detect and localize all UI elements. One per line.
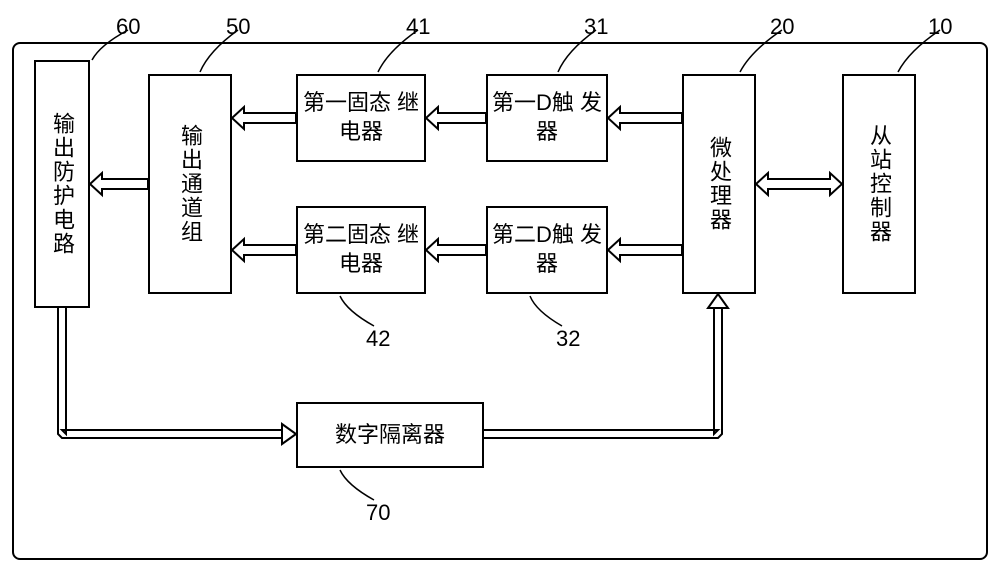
ref-60: 60 bbox=[116, 14, 140, 40]
block-slave-controller: 从站控制器 bbox=[842, 74, 916, 294]
ref-41: 41 bbox=[406, 14, 430, 40]
block-label: 数字隔离器 bbox=[335, 421, 445, 450]
block-digital-isolator: 数字隔离器 bbox=[296, 402, 484, 468]
block-dff-1: 第一D触 发器 bbox=[486, 74, 608, 162]
block-ssr-1: 第一固态 继电器 bbox=[296, 74, 426, 162]
block-output-channel-group: 输出通道组 bbox=[148, 74, 232, 294]
block-mcu: 微处理器 bbox=[682, 74, 756, 294]
block-label: 第二固态 继电器 bbox=[298, 221, 424, 278]
ref-42: 42 bbox=[366, 326, 390, 352]
ref-32: 32 bbox=[556, 326, 580, 352]
block-label: 从站控制器 bbox=[863, 124, 895, 244]
block-label: 输出通道组 bbox=[174, 124, 206, 244]
ref-10: 10 bbox=[928, 14, 952, 40]
block-label: 第二D触 发器 bbox=[488, 221, 606, 278]
block-label: 第一D触 发器 bbox=[488, 89, 606, 146]
ref-50: 50 bbox=[226, 14, 250, 40]
block-label: 第一固态 继电器 bbox=[298, 89, 424, 146]
ref-70: 70 bbox=[366, 500, 390, 526]
block-label: 输出防护电路 bbox=[46, 112, 78, 256]
block-dff-2: 第二D触 发器 bbox=[486, 206, 608, 294]
ref-31: 31 bbox=[584, 14, 608, 40]
block-ssr-2: 第二固态 继电器 bbox=[296, 206, 426, 294]
block-output-protection: 输出防护电路 bbox=[34, 60, 90, 308]
block-label: 微处理器 bbox=[703, 136, 735, 232]
ref-20: 20 bbox=[770, 14, 794, 40]
